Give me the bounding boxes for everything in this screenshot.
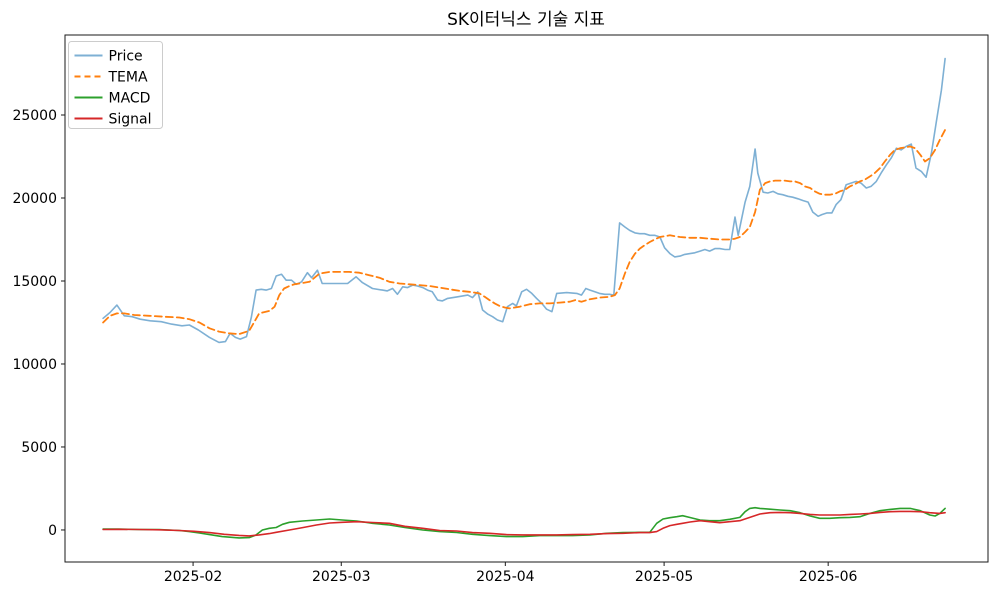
- chart-title: SK이터닉스 기술 지표: [447, 10, 605, 30]
- y-tick-label: 5000: [21, 440, 57, 456]
- legend-label-tema: TEMA: [108, 70, 148, 86]
- legend-label-price: Price: [109, 49, 143, 65]
- axes-frame: [64, 34, 989, 563]
- legend-label-macd: MACD: [109, 91, 151, 107]
- y-tick-label: 0: [48, 523, 57, 539]
- y-tick-label: 10000: [12, 357, 57, 373]
- legend-label-signal: Signal: [109, 112, 152, 128]
- x-tick-label: 2025-06: [799, 569, 858, 585]
- y-tick-label: 25000: [12, 108, 57, 124]
- y-tick-label: 15000: [12, 274, 57, 290]
- plot-area: 0 5000 10000 15000 20000 25000 2025-02 2025-03 2…: [12, 34, 989, 585]
- x-tick-label: 2025-02: [164, 569, 223, 585]
- y-tick-label: 20000: [12, 191, 57, 207]
- series-signal-line: [102, 510, 946, 537]
- series-macd-line: [102, 506, 946, 539]
- legend: Price TEMA MACD Signal: [68, 41, 163, 129]
- x-tick-label: 2025-04: [476, 569, 535, 585]
- series-price-line: [102, 57, 946, 344]
- legend-box: [68, 41, 163, 129]
- x-tick-label: 2025-05: [635, 569, 694, 585]
- x-tick-label: 2025-03: [312, 569, 371, 585]
- series-tema-line: [102, 129, 946, 335]
